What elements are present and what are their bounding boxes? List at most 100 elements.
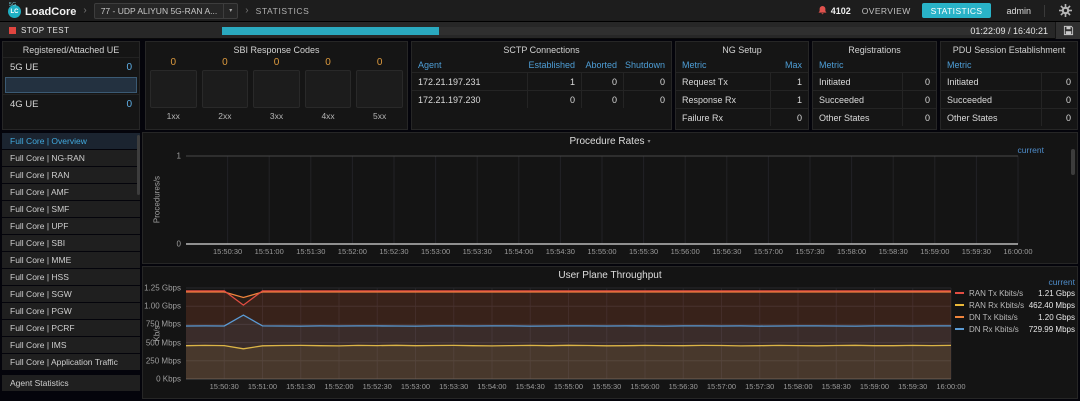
sbi-gauge[interactable]: 02xx (202, 57, 249, 121)
ue-row-value: 0 (126, 62, 132, 73)
sidebar-item[interactable]: Full Core | SBI (2, 235, 140, 251)
sidebar-item[interactable]: Full Core | Overview (2, 133, 140, 149)
y-axis-tick-label: 1.25 Gbps (141, 284, 181, 293)
gauge-value: 0 (356, 57, 403, 70)
sbi-response-codes-panel: SBI Response Codes 01xx02xx03xx04xx05xx (145, 41, 408, 130)
x-axis-tick-label: 15:54:30 (538, 247, 582, 256)
alerts-indicator[interactable]: 4102 (817, 5, 851, 16)
chart-plot-area[interactable] (143, 267, 1079, 400)
ng-setup-row[interactable]: Response Rx1 (676, 90, 808, 108)
registrations-cell: Succeeded (813, 95, 902, 105)
sidebar-item[interactable]: Full Core | AMF (2, 184, 140, 200)
sctp-cell: 0 (623, 91, 671, 108)
panel-title: Registrations (813, 42, 936, 57)
ue-selected-row[interactable] (5, 77, 137, 93)
stop-test-button[interactable]: STOP TEST (9, 26, 70, 35)
breadcrumb-chevron-icon: › (83, 5, 86, 16)
pdu-row[interactable]: Initiated0 (941, 72, 1077, 90)
ue-row[interactable]: 5G UE0 (3, 57, 139, 76)
settings-gear-icon[interactable] (1052, 4, 1072, 17)
ng-setup-panel: NG Setup MetricMaxRequest Tx1Response Rx… (675, 41, 809, 130)
ue-row-label: 4G UE (10, 99, 39, 110)
sidebar-item[interactable]: Full Core | SGW (2, 286, 140, 302)
legend-series-name: RAN Tx Kbits/s (969, 289, 1038, 298)
sbi-gauge[interactable]: 01xx (150, 57, 197, 121)
registrations-row[interactable]: Other States0 (813, 108, 936, 126)
pdu-row[interactable]: Other States0 (941, 108, 1077, 126)
save-button[interactable] (1055, 22, 1080, 39)
x-axis-tick-label: 15:58:30 (871, 247, 915, 256)
x-axis-tick-label: 15:57:30 (788, 247, 832, 256)
sctp-header-row: AgentEstablishedAbortedShutdown (412, 57, 671, 72)
x-axis-tick-label: 15:53:30 (455, 247, 499, 256)
sidebar-item[interactable]: Full Core | MME (2, 252, 140, 268)
y-axis-tick-label: 1 (141, 152, 181, 161)
legend-item[interactable]: RAN Rx Kbits/s462.40 Mbps (955, 299, 1075, 311)
chart-title[interactable]: User Plane Throughput (143, 270, 1077, 281)
sidebar-item[interactable]: Full Core | PGW (2, 303, 140, 319)
x-axis-tick-label: 15:56:00 (663, 247, 707, 256)
statistics-sidebar: Full Core | OverviewFull Core | NG-RANFu… (2, 133, 140, 399)
stop-icon (9, 27, 16, 34)
legend-series-name: RAN Rx Kbits/s (969, 301, 1029, 310)
sctp-cell: 172.21.197.231 (412, 77, 527, 87)
ng-setup-row[interactable]: Request Tx1 (676, 72, 808, 90)
pdu-header-row: Metric (941, 57, 1077, 72)
sidebar-item[interactable]: Full Core | IMS (2, 337, 140, 353)
registrations-row[interactable]: Initiated0 (813, 72, 936, 90)
x-axis-tick-label: 15:52:30 (372, 247, 416, 256)
nav-statistics-button[interactable]: STATISTICS (922, 3, 992, 18)
sidebar-item[interactable]: Full Core | UPF (2, 218, 140, 234)
x-axis-tick-label: 16:00:00 (996, 247, 1040, 256)
y-axis-label: Procedures/s (153, 170, 162, 230)
sbi-gauge[interactable]: 04xx (305, 57, 352, 121)
ng-setup-row[interactable]: Failure Rx0 (676, 108, 808, 126)
pdu-cell: Other States (941, 113, 1041, 123)
gauge-value: 0 (305, 57, 352, 70)
ng-setup-cell: 1 (770, 73, 808, 90)
save-icon (1063, 25, 1074, 36)
registrations-column-header (902, 57, 936, 72)
nav-overview-button[interactable]: OVERVIEW (862, 6, 911, 16)
chart-title-text: User Plane Throughput (558, 270, 661, 281)
sidebar-item[interactable]: Full Core | RAN (2, 167, 140, 183)
loadcore-logo[interactable]: 5G LC LoadCore (8, 3, 76, 18)
sidebar-item[interactable]: Full Core | HSS (2, 269, 140, 285)
chart-menu-caret-icon[interactable]: ▾ (648, 139, 651, 145)
ng-setup-cell: Failure Rx (676, 113, 770, 123)
sctp-row[interactable]: 172.21.197.231100 (412, 72, 671, 90)
sidebar-item[interactable]: Full Core | SMF (2, 201, 140, 217)
sidebar-scrollbar[interactable] (137, 135, 140, 195)
ng-setup-header-row: MetricMax (676, 57, 808, 72)
x-axis-tick-label: 15:55:30 (622, 247, 666, 256)
ue-row[interactable]: 4G UE0 (3, 94, 139, 113)
legend-item[interactable]: DN Rx Kbits/s729.99 Mbps (955, 323, 1075, 335)
user-menu[interactable]: admin (1006, 6, 1031, 16)
elapsed-time: 01:22:09 / 16:40:21 (970, 26, 1048, 36)
gauge-label: 5xx (356, 108, 403, 121)
sctp-row[interactable]: 172.21.197.230000 (412, 90, 671, 108)
sidebar-item-agent-statistics[interactable]: Agent Statistics (2, 375, 140, 391)
sbi-gauge[interactable]: 03xx (253, 57, 300, 121)
registrations-table: MetricInitiated0Succeeded0Other States0 (813, 57, 936, 126)
sidebar-item[interactable]: Full Core | PCRF (2, 320, 140, 336)
gauge-box (150, 70, 197, 108)
ng-setup-table: MetricMaxRequest Tx1Response Rx1Failure … (676, 57, 808, 126)
legend-item[interactable]: RAN Tx Kbits/s1.21 Gbps (955, 287, 1075, 299)
sbi-gauge[interactable]: 0 5xx (356, 57, 403, 121)
chart-scrollbar[interactable] (1071, 149, 1075, 175)
sctp-column-header: Established (527, 57, 581, 72)
chart-plot-area[interactable] (143, 133, 1079, 265)
sidebar-item[interactable]: Full Core | Application Traffic (2, 354, 140, 370)
ng-setup-cell: 0 (770, 109, 808, 126)
test-selector-dropdown[interactable]: 77 - UDP ALIYUN 5G-RAN A... ▾ (94, 3, 239, 19)
sidebar-item[interactable]: Full Core | NG-RAN (2, 150, 140, 166)
chart-title[interactable]: Procedure Rates▾ (143, 136, 1077, 147)
pdu-column-header (1041, 57, 1077, 72)
sctp-cell: 0 (623, 73, 671, 90)
x-axis-tick-label: 15:57:00 (746, 247, 790, 256)
dropdown-caret-icon[interactable]: ▾ (223, 4, 237, 18)
legend-item[interactable]: DN Tx Kbits/s1.20 Gbps (955, 311, 1075, 323)
pdu-row[interactable]: Succeeded0 (941, 90, 1077, 108)
registrations-row[interactable]: Succeeded0 (813, 90, 936, 108)
